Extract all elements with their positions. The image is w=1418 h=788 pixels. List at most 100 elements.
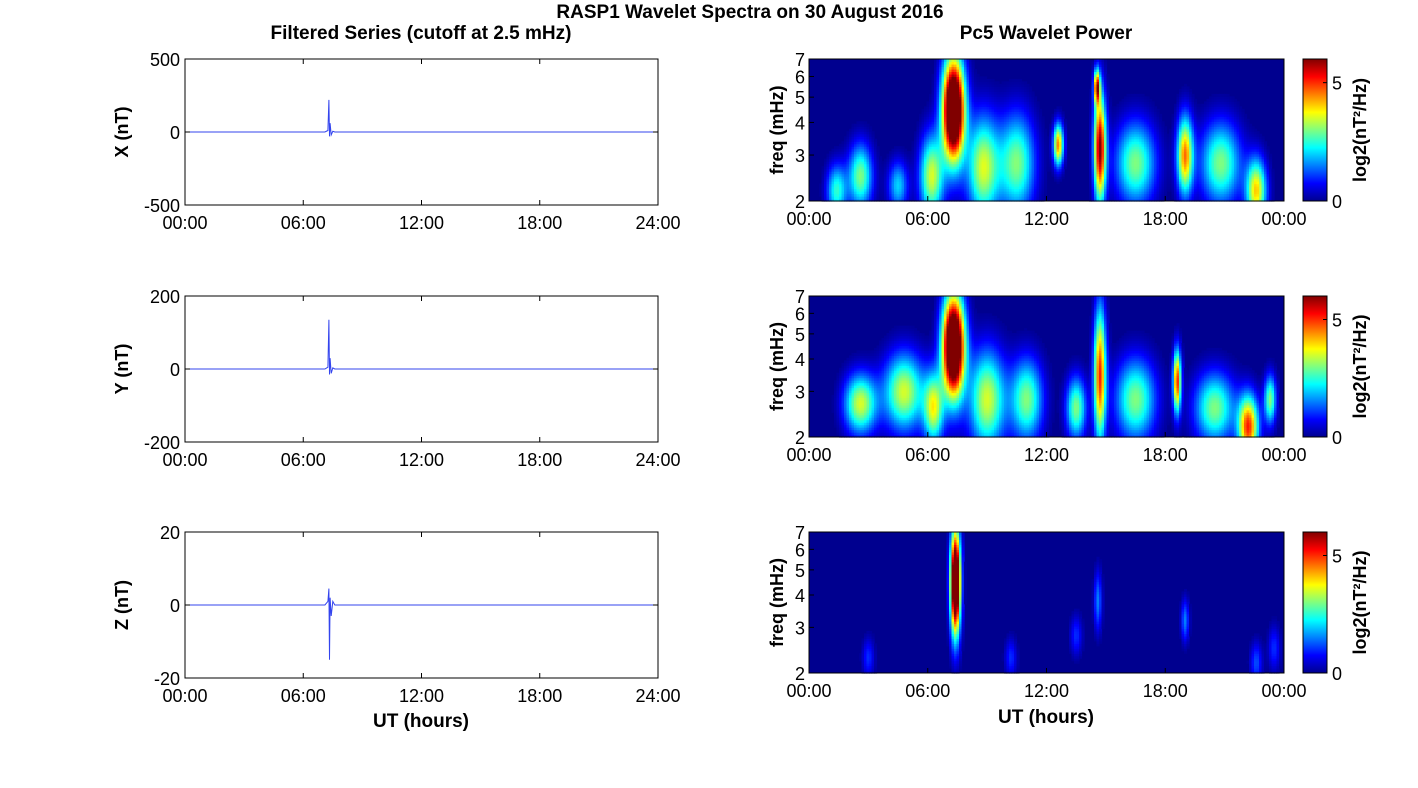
- heatmap-cell: [931, 133, 935, 137]
- heatmap-cell: [1146, 176, 1150, 180]
- heatmap-cell: [1146, 173, 1150, 177]
- heatmap-cell: [984, 148, 988, 152]
- heatmap-cell: [1096, 59, 1100, 63]
- heatmap-cell: [1034, 106, 1038, 110]
- heatmap-cell: [941, 158, 945, 162]
- heatmap-cell: [1016, 193, 1020, 197]
- heatmap-cell: [1001, 101, 1005, 105]
- heatmap-cell: [976, 128, 980, 132]
- heatmap-cell: [1139, 123, 1143, 127]
- heatmap-cell: [954, 88, 958, 92]
- heatmap-cell: [864, 146, 868, 150]
- heatmap-cell: [964, 118, 968, 122]
- heatmap-cell: [1001, 126, 1005, 130]
- heatmap-cell: [1019, 181, 1023, 185]
- heatmap-cell: [1011, 156, 1015, 160]
- heatmap-cell: [949, 73, 953, 78]
- heatmap-cell: [1039, 158, 1043, 162]
- heatmap-cell: [976, 76, 980, 80]
- heatmap-cell: [999, 121, 1003, 125]
- heatmap-cell: [1096, 103, 1100, 107]
- heatmap-cell: [1019, 108, 1023, 112]
- heatmap-cell: [964, 173, 968, 177]
- heatmap-cell: [951, 133, 955, 137]
- heatmap-cell: [1121, 111, 1125, 115]
- heatmap-cell: [1129, 141, 1133, 145]
- heatmap-cell: [1031, 93, 1035, 97]
- heatmap-cell: [981, 98, 985, 102]
- heatmap-cell: [939, 198, 943, 202]
- heatmap-cell: [976, 176, 980, 180]
- heatmap-cell: [1004, 158, 1008, 162]
- heatmap-cell: [941, 141, 945, 145]
- heatmap-cell: [1021, 136, 1025, 140]
- heatmap-cell: [1021, 103, 1025, 107]
- heatmap-cell: [1021, 138, 1025, 142]
- heatmap-cell: [949, 148, 953, 152]
- heatmap-cell: [906, 158, 910, 162]
- heatmap-cell: [861, 161, 865, 165]
- heatmap-cell: [999, 86, 1003, 90]
- heatmap-cell: [991, 123, 995, 127]
- heatmap-cell: [1131, 96, 1135, 100]
- heatmap-cell: [1099, 96, 1103, 100]
- heatmap-cell: [991, 166, 995, 170]
- heatmap-cell: [946, 173, 950, 177]
- heatmap-cell: [1089, 151, 1093, 155]
- heatmap-cell: [984, 76, 988, 80]
- left-column-title: Filtered Series (cutoff at 2.5 mHz): [271, 23, 572, 44]
- heatmap-cell: [1026, 191, 1030, 195]
- heatmap-cell: [889, 168, 893, 172]
- heatmap-cell: [851, 173, 855, 177]
- heatmap-cell: [954, 66, 958, 70]
- heatmap-cell: [1019, 183, 1023, 187]
- heatmap-cell: [1131, 158, 1135, 162]
- heatmap-cell: [1061, 173, 1065, 177]
- heatmap-cell: [1124, 136, 1128, 140]
- heatmap-cell: [944, 143, 948, 147]
- heatmap-cell: [849, 151, 853, 155]
- heatmap-cell: [999, 148, 1003, 152]
- heatmap-cell: [1056, 181, 1060, 185]
- heatmap-cell: [1144, 108, 1148, 112]
- heatmap-cell: [931, 178, 935, 182]
- heatmap-cell: [949, 158, 953, 162]
- heatmap-cell: [1021, 108, 1025, 112]
- heatmap-cell: [1059, 111, 1063, 115]
- heatmap-cell: [1039, 173, 1043, 177]
- heatmap-cell: [1094, 166, 1098, 170]
- heatmap-cell: [926, 191, 930, 195]
- heatmap-cell: [914, 161, 918, 165]
- heatmap-cell: [831, 191, 835, 195]
- heatmap-cell: [1146, 191, 1150, 195]
- heatmap-cell: [944, 173, 948, 177]
- heatmap-cell: [844, 196, 848, 200]
- heatmap-cell: [1126, 128, 1130, 132]
- heatmap-cell: [969, 101, 973, 105]
- heatmap-cell: [976, 141, 980, 145]
- heatmap-cell: [999, 153, 1003, 157]
- heatmap-cell: [886, 198, 890, 202]
- heatmap-cell: [996, 198, 1000, 202]
- heatmap-cell: [1019, 81, 1023, 85]
- heatmap-cell: [859, 123, 863, 127]
- heatmap-cell: [986, 146, 990, 150]
- heatmap-cell: [1131, 113, 1135, 117]
- heatmap-cell: [919, 193, 923, 197]
- heatmap-cell: [999, 146, 1003, 150]
- y-axis-label: Y (nT): [112, 344, 132, 395]
- heatmap-cell: [1009, 158, 1013, 162]
- heatmap-cell: [1129, 93, 1133, 97]
- heatmap-cell: [934, 148, 938, 152]
- heatmap-cell: [1044, 158, 1048, 162]
- heatmap-cell: [1026, 88, 1030, 92]
- heatmap-cell: [839, 143, 843, 147]
- heatmap-cell: [829, 173, 833, 177]
- heatmap-cell: [974, 161, 978, 165]
- heatmap-cell: [1121, 171, 1125, 175]
- heatmap-cell: [939, 96, 943, 100]
- heatmap-cell: [1141, 111, 1145, 115]
- heatmap-cell: [1104, 188, 1108, 192]
- heatmap-cell: [994, 156, 998, 160]
- heatmap-cell: [1131, 188, 1135, 192]
